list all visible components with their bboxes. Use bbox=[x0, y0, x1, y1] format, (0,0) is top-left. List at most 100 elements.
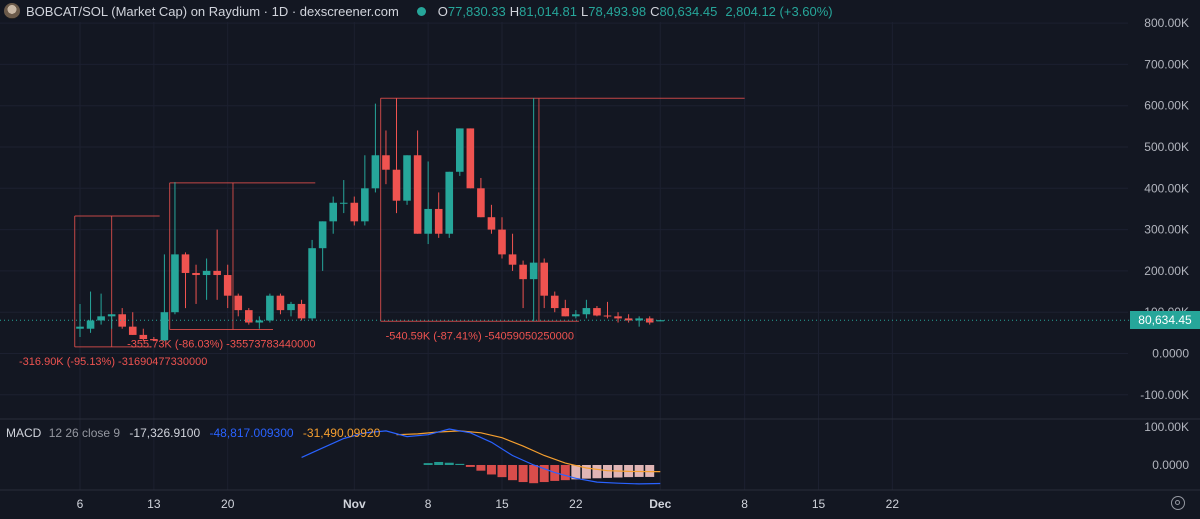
macd-histogram-bar bbox=[455, 463, 465, 465]
candle-body bbox=[645, 318, 654, 323]
candle-body bbox=[350, 202, 359, 222]
candle-body bbox=[287, 303, 295, 311]
macd-histogram-bar bbox=[581, 465, 591, 479]
price-axis-label[interactable]: 300.00K bbox=[1144, 223, 1189, 237]
candle-body bbox=[382, 155, 390, 170]
candle-body bbox=[371, 155, 380, 189]
candle-body bbox=[339, 202, 348, 204]
time-axis-label[interactable]: Dec bbox=[649, 497, 671, 511]
price-axis-label[interactable]: 500.00K bbox=[1144, 140, 1189, 154]
candle-body bbox=[202, 270, 211, 276]
candle-body bbox=[192, 272, 200, 276]
candle-body bbox=[593, 308, 601, 316]
macd-name: MACD bbox=[6, 426, 42, 440]
high-value: 81,014.81 bbox=[519, 3, 577, 19]
candle-body bbox=[424, 208, 432, 234]
candle-body bbox=[329, 202, 337, 222]
macd-pane[interactable] bbox=[301, 428, 661, 485]
macd-histogram-bar bbox=[645, 465, 655, 477]
candle-body bbox=[276, 295, 285, 311]
macd-value: -17,326.9100 bbox=[129, 426, 201, 440]
candle-body bbox=[656, 320, 665, 322]
time-axis-label[interactable]: 8 bbox=[741, 497, 748, 511]
candle-body bbox=[572, 314, 580, 317]
chart-grid bbox=[0, 22, 1200, 491]
gear-icon[interactable] bbox=[1171, 496, 1185, 510]
candle-body bbox=[624, 318, 633, 321]
macd-histogram-bar bbox=[560, 465, 570, 481]
macd-histogram-bar bbox=[603, 465, 612, 478]
time-axis-label[interactable]: 15 bbox=[812, 497, 826, 511]
candlestick-series[interactable] bbox=[0, 98, 1130, 342]
measure-label: -540.59K (-87.41%) -54059050250000 bbox=[386, 330, 574, 342]
price-axis-label[interactable]: 700.00K bbox=[1144, 57, 1189, 71]
measure-label: -355.73K (-86.03%) -35573783440000 bbox=[127, 339, 315, 351]
candle-body bbox=[171, 254, 179, 313]
macd-legend[interactable]: MACD 12 26 close 9 -17,326.9100 -48,817.… bbox=[6, 426, 380, 440]
candle-body bbox=[150, 339, 158, 341]
macd-signal-line bbox=[396, 430, 661, 473]
price-axis-label[interactable]: 200.00K bbox=[1144, 264, 1189, 278]
time-axis-label[interactable]: 13 bbox=[147, 497, 161, 511]
candle-body bbox=[434, 208, 443, 234]
candle-body bbox=[561, 308, 570, 317]
candle-body bbox=[361, 188, 369, 222]
candle-body bbox=[297, 303, 306, 319]
candle-body bbox=[582, 308, 591, 315]
market-open-icon bbox=[416, 6, 426, 16]
candle-body bbox=[97, 316, 105, 321]
candle-body bbox=[160, 312, 169, 341]
macd-histogram-bar bbox=[508, 465, 518, 481]
price-axis-label[interactable]: 800.00K bbox=[1144, 16, 1189, 30]
macd-histogram-bar bbox=[571, 465, 581, 480]
price-axis-label[interactable]: -100.00K bbox=[1140, 388, 1189, 402]
macd-histogram-bar bbox=[529, 465, 539, 484]
macd-line bbox=[301, 428, 661, 485]
macd-histogram-bar bbox=[465, 465, 475, 467]
candle-body bbox=[213, 270, 221, 276]
high-key: H bbox=[509, 3, 520, 19]
candle-body bbox=[413, 155, 422, 234]
candle-body bbox=[456, 128, 464, 172]
candle-body bbox=[614, 316, 622, 319]
candle-body bbox=[223, 275, 232, 296]
candle-body bbox=[445, 171, 454, 234]
time-axis-label[interactable]: 8 bbox=[425, 497, 432, 511]
candle-body bbox=[540, 262, 548, 296]
price-axis-label[interactable]: 600.00K bbox=[1144, 99, 1189, 113]
time-axis-label[interactable]: 15 bbox=[495, 497, 509, 511]
candle-body bbox=[519, 264, 527, 280]
macd-histogram-bar bbox=[486, 465, 496, 475]
symbol-title[interactable]: BOBCAT/SOL (Market Cap) on Raydium · 1D … bbox=[26, 3, 399, 19]
macd-histogram-bar bbox=[518, 465, 528, 483]
price-axis-label[interactable]: 0.0000 bbox=[1152, 347, 1189, 361]
macd-axis-label: 0.0000 bbox=[1152, 458, 1189, 472]
open-value: 77,830.33 bbox=[447, 3, 506, 19]
time-axis-label[interactable]: 20 bbox=[221, 497, 235, 511]
close-key: C bbox=[650, 3, 660, 19]
time-axis-label[interactable]: Nov bbox=[343, 497, 366, 511]
macd-histogram-bar bbox=[497, 465, 507, 478]
candle-body bbox=[550, 295, 559, 309]
macd-histogram-bar bbox=[434, 461, 444, 465]
time-axis-label[interactable]: 6 bbox=[77, 497, 84, 511]
candle-body bbox=[266, 295, 274, 321]
macd-histogram-bar bbox=[444, 462, 454, 465]
macd-histogram-bar bbox=[423, 463, 433, 465]
candle-body bbox=[318, 221, 327, 249]
macd-params: 12 26 close 9 bbox=[48, 426, 121, 440]
candle-body bbox=[181, 254, 190, 273]
candle-body bbox=[255, 320, 264, 323]
time-axis-label[interactable]: 22 bbox=[886, 497, 900, 511]
candle-body bbox=[118, 314, 126, 327]
macd-histogram-bar bbox=[592, 465, 602, 479]
candle-body bbox=[86, 320, 95, 329]
token-logo-icon bbox=[4, 3, 20, 19]
time-axis-label[interactable]: 22 bbox=[569, 497, 583, 511]
price-axis-label[interactable]: 400.00K bbox=[1144, 181, 1189, 195]
candle-body bbox=[234, 295, 243, 311]
signal-value: -48,817.009300 bbox=[209, 426, 294, 440]
low-value: 78,493.98 bbox=[588, 3, 647, 19]
close-value: 80,634.45 bbox=[659, 3, 718, 19]
